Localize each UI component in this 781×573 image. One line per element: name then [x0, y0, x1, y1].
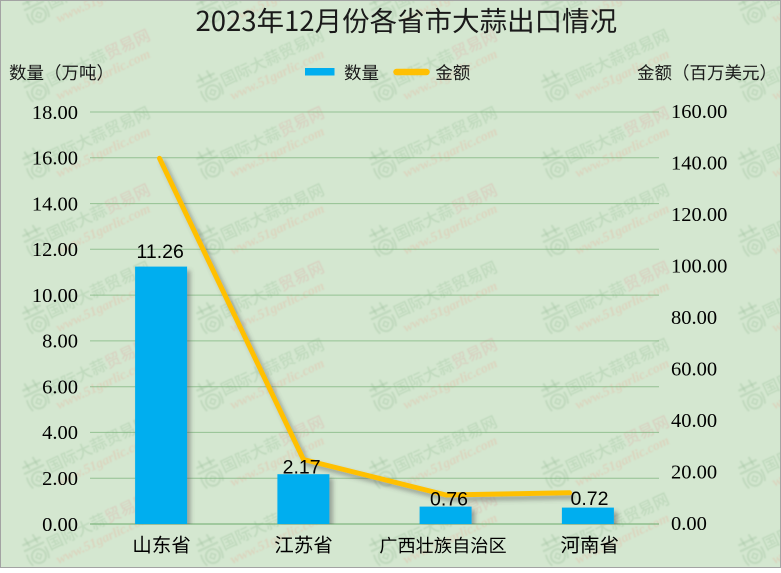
- svg-text:14.00: 14.00: [32, 193, 78, 215]
- svg-text:16.00: 16.00: [32, 148, 78, 170]
- svg-text:12.00: 12.00: [32, 239, 78, 261]
- svg-text:18.00: 18.00: [32, 102, 78, 124]
- svg-text:40.00: 40.00: [671, 410, 717, 432]
- svg-text:80.00: 80.00: [671, 307, 717, 329]
- svg-text:20.00: 20.00: [671, 461, 717, 483]
- svg-text:2.17: 2.17: [283, 457, 321, 479]
- svg-text:160.00: 160.00: [671, 101, 727, 123]
- svg-text:0.72: 0.72: [571, 488, 609, 510]
- svg-text:60.00: 60.00: [671, 358, 717, 380]
- svg-text:10.00: 10.00: [32, 285, 78, 307]
- svg-text:11.26: 11.26: [137, 241, 184, 263]
- svg-text:2.00: 2.00: [42, 468, 78, 490]
- svg-text:0.00: 0.00: [42, 514, 78, 536]
- svg-text:140.00: 140.00: [671, 152, 727, 174]
- svg-text:100.00: 100.00: [671, 255, 727, 277]
- svg-text:6.00: 6.00: [42, 377, 78, 399]
- svg-text:4.00: 4.00: [42, 422, 78, 444]
- svg-text:120.00: 120.00: [671, 204, 727, 226]
- svg-text:0.00: 0.00: [671, 513, 707, 535]
- svg-text:0.76: 0.76: [430, 489, 468, 511]
- svg-text:8.00: 8.00: [42, 331, 78, 353]
